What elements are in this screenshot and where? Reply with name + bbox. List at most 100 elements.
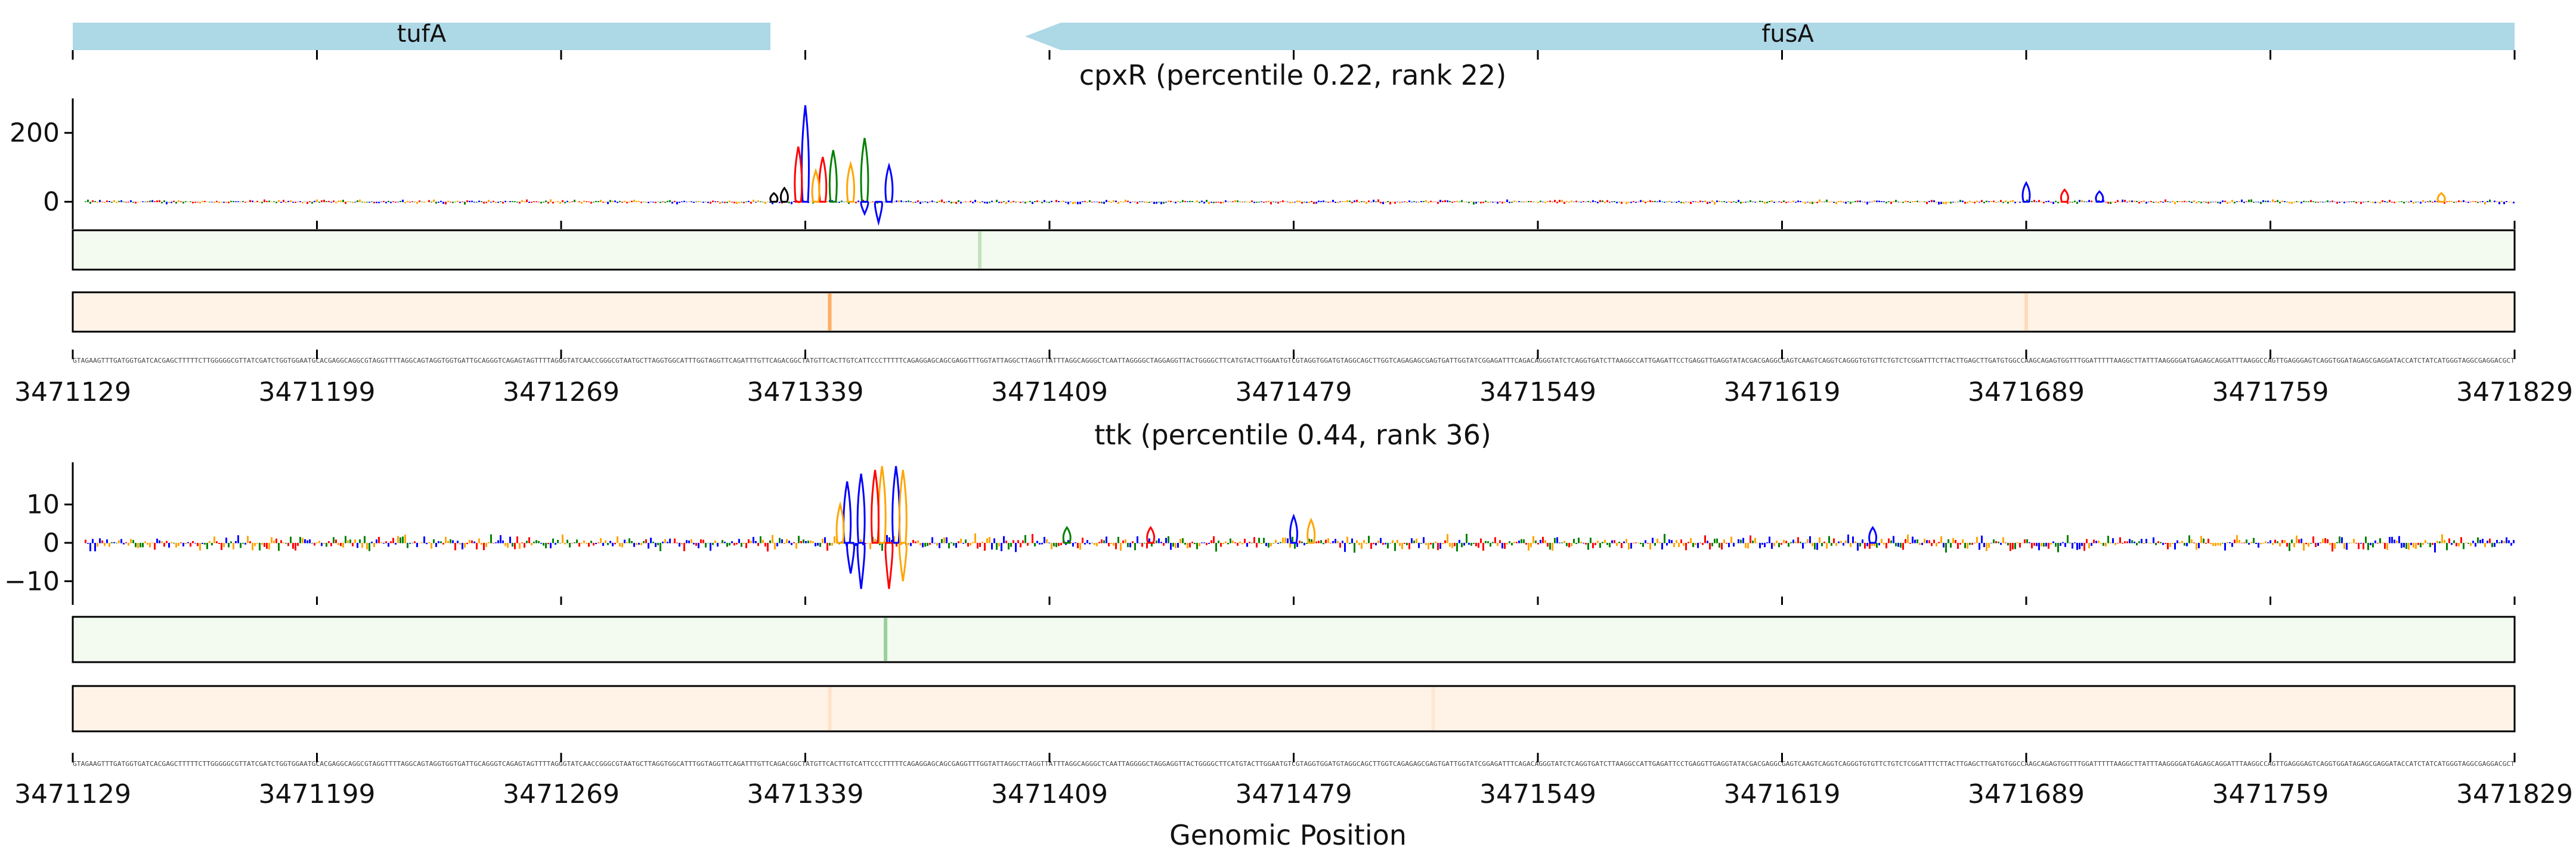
x-tick-label: 3471619 <box>1724 377 1841 407</box>
logo-peak-glyph <box>828 150 838 203</box>
logo-peak <box>835 501 845 544</box>
cpxr-panel: cpxR (percentile 0.22, rank 22) 0 200 GTAG… <box>10 59 2573 407</box>
logo-peak <box>2021 181 2031 203</box>
logo-peak <box>846 160 856 203</box>
y-tick-label: 0 <box>43 528 60 558</box>
x-tick-label: 3471269 <box>503 779 620 809</box>
x-tick-label: 3471199 <box>259 377 376 407</box>
x-tick-label: 3471549 <box>1479 377 1596 407</box>
logo-peak-glyph <box>884 542 894 589</box>
sequence-strip: GTAGAAGTTTGATGGTGATCACGAGCTTTTTCTTGGGGGC… <box>73 357 2515 364</box>
logo-peak <box>846 542 856 574</box>
x-tick-label: 3471479 <box>1236 377 1352 407</box>
ttk-panel: ttk (percentile 0.44, rank 36) 10 0 −10 GTA… <box>4 419 2573 809</box>
logo-peak-glyph <box>811 168 821 203</box>
panel-title-ttk: ttk (percentile 0.44, rank 36) <box>1094 419 1491 451</box>
logo-peak-glyph <box>884 162 894 203</box>
x-tick-label: 3471339 <box>747 377 864 407</box>
y-tick-label: 0 <box>43 187 60 217</box>
sequence-strip: GTAGAAGTTTGATGGTGATCACGAGCTTTTTCTTGGGGGC… <box>73 760 2515 768</box>
logo-peak <box>884 162 894 203</box>
y-tick-label: −10 <box>4 566 60 597</box>
logo-peak <box>856 542 866 589</box>
logo-peak <box>1062 526 1072 544</box>
x-tick-label: 3471829 <box>2456 779 2573 809</box>
logo-peak <box>860 138 869 203</box>
logo-peak <box>1306 517 1316 544</box>
logo-peak <box>884 542 894 589</box>
logo-noise-0 <box>85 199 2515 205</box>
logo-peak-glyph <box>801 105 810 203</box>
logo-peak-glyph <box>898 469 908 544</box>
logo-peak-glyph <box>2060 188 2069 203</box>
gene-label-tufA: tufA <box>397 20 447 48</box>
logo-peak <box>828 150 838 203</box>
logo-peak-glyph <box>769 191 779 203</box>
logo-peak-glyph <box>2021 181 2031 203</box>
x-tick-label: 3471199 <box>259 779 376 809</box>
gene-annotation-track: tufA fusA <box>72 20 2516 60</box>
logo-peak <box>856 474 866 544</box>
x-tick-label: 3471129 <box>14 779 131 809</box>
logo-peak <box>898 542 908 582</box>
x-tick-label: 3471269 <box>503 377 620 407</box>
logo-peak-glyph <box>846 542 856 574</box>
logo-peak <box>898 469 908 544</box>
logo-peak-glyph <box>860 138 869 203</box>
logo-peak <box>1289 513 1298 544</box>
logo-peak-glyph <box>877 466 887 544</box>
orange-heat-mark <box>828 293 832 330</box>
logo-peak <box>871 469 880 544</box>
green-heat-track <box>72 616 2516 663</box>
logo-peak <box>811 168 821 203</box>
green-heat-mark <box>978 231 982 268</box>
logo-peak <box>2436 191 2446 203</box>
x-tick-label: 3471689 <box>1968 377 2085 407</box>
orange-heat-mark <box>2024 293 2028 330</box>
y-tick-label: 10 <box>26 490 60 520</box>
logo-peak-glyph <box>2436 191 2446 203</box>
x-tick-label: 3471479 <box>1236 779 1352 809</box>
x-tick-label: 3471829 <box>2456 377 2573 407</box>
x-tick-label: 3471759 <box>2212 377 2329 407</box>
green-heat-track <box>72 229 2516 271</box>
x-tick-label: 3471619 <box>1724 779 1841 809</box>
logo-peak-glyph <box>871 469 880 544</box>
logo-peak-glyph <box>856 474 866 544</box>
x-axis-label: Genomic Position <box>1169 819 1407 851</box>
logo-peak <box>2060 188 2069 203</box>
logo-peak-glyph <box>874 200 883 226</box>
logo-peak <box>874 200 883 226</box>
logo-peak-glyph <box>843 481 852 544</box>
logo-peak <box>877 466 887 544</box>
x-tick-label: 3471409 <box>991 779 1108 809</box>
x-tick-label: 3471129 <box>14 377 131 407</box>
orange-heat-mark <box>1431 687 1435 730</box>
logo-peak <box>794 146 803 203</box>
logo-peak-glyph <box>1289 513 1298 544</box>
logo-peak-glyph <box>856 542 866 589</box>
logo-peak <box>801 105 810 203</box>
logo-peak-glyph <box>2095 190 2104 203</box>
logo-peak <box>1146 526 1156 544</box>
gene-arrow-tufA <box>73 23 770 50</box>
logo-peak-glyph <box>1306 517 1316 544</box>
logo-peak-glyph <box>1146 526 1156 544</box>
logo-peak-glyph <box>779 186 789 203</box>
logo-peak <box>2095 190 2104 203</box>
x-tick-label: 3471689 <box>1968 779 2085 809</box>
logo-peak-glyph <box>898 542 908 582</box>
x-tick-label: 3471339 <box>747 779 864 809</box>
logo-peak <box>860 200 869 217</box>
logo-peak <box>818 156 828 203</box>
logo-peak-glyph <box>794 146 803 203</box>
gene-arrow-fusA <box>1025 23 2515 50</box>
x-tick-label: 3471759 <box>2212 779 2329 809</box>
y-tick-label: 200 <box>10 118 60 149</box>
x-tick-label: 3471549 <box>1479 779 1596 809</box>
orange-heat-track <box>72 291 2516 333</box>
logo-peak-glyph <box>846 160 856 203</box>
logo-peak-glyph <box>860 200 869 217</box>
logo-peak-glyph <box>1062 526 1072 544</box>
